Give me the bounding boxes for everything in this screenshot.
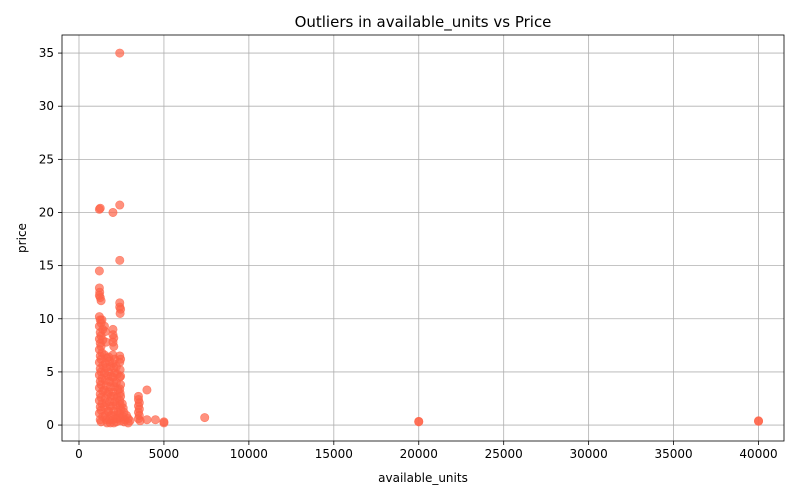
data-point: [109, 341, 119, 351]
data-point: [200, 413, 210, 423]
plot-frame: [61, 34, 785, 442]
x-tick-label: 20000: [400, 447, 438, 461]
data-point: [125, 416, 135, 426]
data-point: [142, 415, 152, 425]
x-tick-label: 25000: [485, 447, 523, 461]
axis-ticks: 0 5000 10000 15000 20000 25000 30000 35000 40000…: [39, 46, 778, 461]
x-axis-label: available_units: [378, 471, 468, 485]
data-point: [115, 357, 125, 367]
x-tick-label: 0: [75, 447, 83, 461]
y-tick-label: 25: [39, 152, 54, 166]
x-tick-label: 40000: [739, 447, 777, 461]
y-tick-label: 10: [39, 312, 54, 326]
x-tick-label: 35000: [654, 447, 692, 461]
data-point: [115, 372, 125, 382]
chart-title: Outliers in available_units vs Price: [295, 13, 552, 32]
x-tick-label: 5000: [149, 447, 180, 461]
x-tick-label: 30000: [570, 447, 608, 461]
data-point: [100, 327, 110, 337]
y-tick-label: 20: [39, 205, 54, 219]
data-point: [94, 290, 104, 300]
y-axis-label: price: [15, 223, 29, 253]
y-tick-label: 15: [39, 259, 54, 273]
data-point: [115, 48, 125, 58]
data-point: [115, 255, 125, 265]
grid: [62, 35, 784, 441]
y-tick-label: 5: [46, 365, 54, 379]
x-tick-label: 15000: [315, 447, 353, 461]
data-points: [94, 48, 764, 428]
x-tick-label: 10000: [230, 447, 268, 461]
data-point: [115, 200, 125, 210]
y-tick-label: 0: [46, 418, 54, 432]
data-point: [414, 417, 424, 427]
data-point: [108, 207, 118, 217]
data-point: [94, 266, 104, 276]
data-point: [95, 203, 105, 213]
data-point: [754, 416, 764, 426]
y-tick-label: 30: [39, 99, 54, 113]
y-tick-label: 35: [39, 46, 54, 60]
data-point: [142, 385, 152, 395]
data-point: [150, 415, 160, 425]
data-point: [115, 308, 125, 318]
data-point: [159, 418, 169, 428]
